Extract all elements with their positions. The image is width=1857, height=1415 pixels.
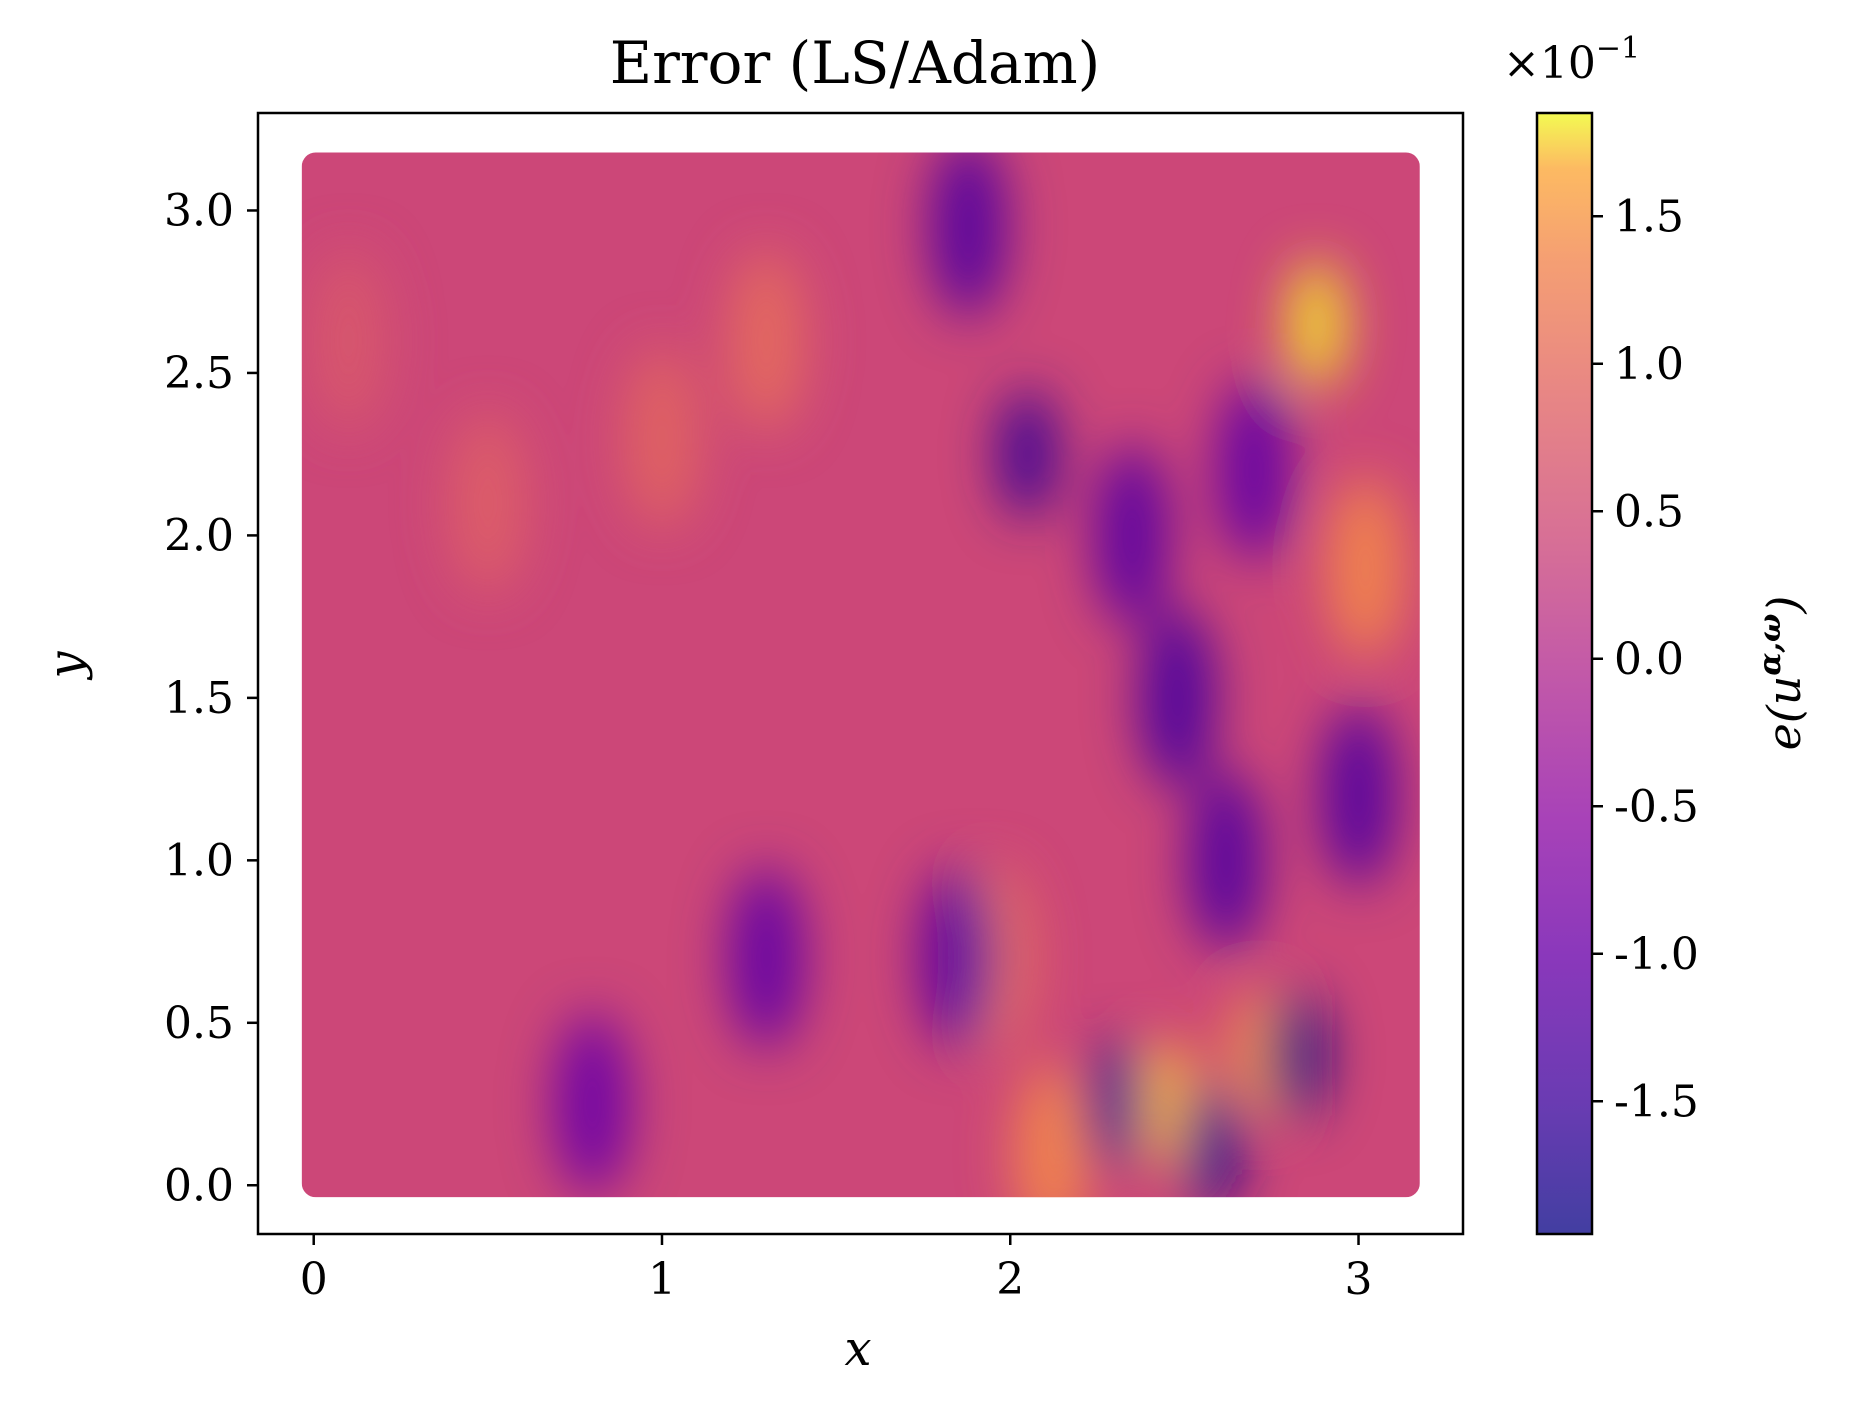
error-field	[301, 152, 1420, 1198]
chart-title: Error (LS/Adam)	[610, 29, 1101, 97]
colorbar-tick-label: 0.5	[1614, 486, 1684, 537]
x-axis-label: x	[844, 1321, 871, 1377]
field-feature	[1013, 1061, 1091, 1198]
y-axis-label: y	[38, 651, 94, 681]
colorbar: 1.5 1.0 0.5 0.0 -0.5 -1.0 -1.5 ×10−1 e(uα,ω)	[1503, 31, 1811, 1236]
field-feature	[1137, 1039, 1197, 1170]
field-feature	[449, 411, 527, 594]
colorbar-tick-label: -0.5	[1614, 781, 1699, 832]
field-feature	[1139, 606, 1216, 789]
field-feature	[728, 866, 805, 1049]
x-axis-ticks: 0 1 2 3	[300, 1234, 1373, 1305]
axes-frame	[256, 111, 1465, 1236]
y-tick-label: 0.0	[164, 1160, 234, 1211]
colorbar-label: e(uα,ω)	[1753, 596, 1811, 751]
colorbar-frame	[1535, 111, 1594, 1236]
field-base	[301, 152, 1420, 1198]
x-tick-label: 2	[996, 1254, 1024, 1305]
y-tick-label: 1.5	[164, 673, 234, 724]
colorbar-scale-label: ×10−1	[1503, 31, 1640, 89]
colorbar-label-text: e(u	[1757, 676, 1811, 751]
field-feature	[1266, 990, 1326, 1121]
field-feature	[623, 346, 701, 529]
field-feature	[1187, 769, 1265, 952]
field-feature	[998, 389, 1058, 520]
field-feature	[1327, 476, 1404, 659]
colorbar-label-close: )	[1757, 596, 1811, 615]
x-tick-label: 3	[1345, 1254, 1373, 1305]
field-feature	[1182, 1081, 1242, 1198]
colorbar-scale-exponent: −1	[1596, 31, 1640, 66]
y-tick-label: 2.5	[164, 348, 234, 399]
y-axis-ticks: 0.0 0.5 1.0 1.5 2.0 2.5 3.0	[164, 185, 258, 1211]
x-tick-label: 1	[648, 1254, 676, 1305]
x-tick-label: 0	[300, 1254, 328, 1305]
field-blobs	[310, 152, 1404, 1198]
colorbar-tick-label: 0.0	[1614, 634, 1684, 685]
field-feature	[1093, 444, 1171, 627]
field-feature	[1085, 1039, 1145, 1170]
colorbar-label-superscript: α,ω	[1753, 614, 1788, 676]
field-feature	[310, 249, 387, 432]
colorbar-tick-label: -1.0	[1614, 929, 1699, 980]
field-feature	[919, 866, 997, 1049]
field-feature	[1287, 259, 1347, 390]
colorbar-ticks: 1.5 1.0 0.5 0.0 -0.5 -1.0 -1.5	[1592, 191, 1699, 1127]
colorbar-tick-label: 1.5	[1614, 191, 1684, 242]
colorbar-tick-label: -1.5	[1614, 1076, 1699, 1127]
y-tick-label: 1.0	[164, 835, 234, 886]
field-feature	[1320, 704, 1397, 887]
field-feature	[728, 249, 805, 432]
field-feature	[554, 1013, 631, 1196]
field-feature	[1215, 379, 1293, 562]
colorbar-scale-text: ×10	[1503, 38, 1596, 89]
colorbar-tick-label: 1.0	[1614, 339, 1684, 390]
colorbar-gradient	[1537, 113, 1592, 1234]
y-tick-label: 2.0	[164, 510, 234, 561]
y-tick-label: 0.5	[164, 998, 234, 1049]
y-tick-label: 3.0	[164, 185, 234, 236]
plot-area: 0 1 2 3 0.0 0.5 1.0 1.5 2.0 2.5 3.0	[164, 111, 1465, 1305]
field-feature	[930, 152, 1007, 318]
